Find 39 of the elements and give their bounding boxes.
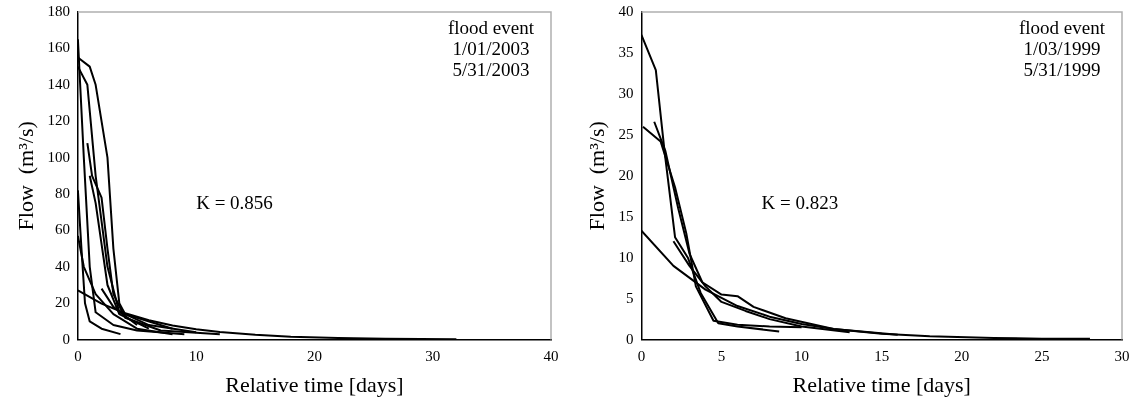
y-tick-label: 140 bbox=[47, 75, 70, 92]
y-tick-label: 40 bbox=[618, 2, 634, 19]
y-tick-label: 30 bbox=[618, 84, 634, 101]
y-axis-title: Flow (m³/s) bbox=[12, 121, 38, 231]
x-tick-label: 40 bbox=[543, 347, 559, 364]
x-tick-label: 10 bbox=[188, 347, 204, 364]
y-tick-label: 10 bbox=[618, 248, 634, 265]
y-tick-label: 0 bbox=[62, 330, 70, 347]
y-tick-label: 25 bbox=[618, 125, 634, 142]
x-tick-label: 0 bbox=[637, 347, 646, 364]
y-tick-label: 35 bbox=[618, 43, 634, 60]
x-tick-label: 0 bbox=[74, 347, 82, 364]
y-tick-label: 20 bbox=[618, 166, 634, 183]
x-tick-label: 10 bbox=[794, 347, 810, 364]
x-tick-label: 25 bbox=[1034, 347, 1050, 364]
x-tick-label: 30 bbox=[425, 347, 441, 364]
y-tick-label: 120 bbox=[47, 112, 70, 129]
y-tick-label: 180 bbox=[47, 2, 70, 19]
y-tick-label: 60 bbox=[54, 221, 70, 238]
annotation: K = 0.856 bbox=[196, 191, 273, 213]
y-tick-label: 15 bbox=[618, 207, 634, 224]
y-tick-label: 5 bbox=[625, 289, 634, 306]
x-axis-title: Relative time [days] bbox=[225, 371, 404, 397]
x-axis-title: Relative time [days] bbox=[792, 371, 971, 397]
annotation: flood event 1/01/2003 5/31/2003 bbox=[447, 17, 535, 80]
x-tick-label: 20 bbox=[306, 347, 322, 364]
y-axis-title: Flow (m³/s) bbox=[583, 121, 609, 231]
annotation: flood event 1/03/1999 5/31/1999 bbox=[1018, 17, 1106, 80]
y-tick-label: 40 bbox=[54, 257, 70, 274]
y-tick-label: 80 bbox=[54, 184, 70, 201]
annotation: K = 0.823 bbox=[761, 191, 839, 213]
y-tick-label: 20 bbox=[54, 294, 70, 311]
x-tick-label: 15 bbox=[874, 347, 890, 364]
y-tick-label: 0 bbox=[625, 330, 634, 347]
x-tick-label: 5 bbox=[717, 347, 726, 364]
y-tick-label: 160 bbox=[47, 39, 70, 56]
x-tick-label: 20 bbox=[954, 347, 970, 364]
y-tick-label: 100 bbox=[47, 148, 70, 165]
x-tick-label: 30 bbox=[1114, 347, 1130, 364]
